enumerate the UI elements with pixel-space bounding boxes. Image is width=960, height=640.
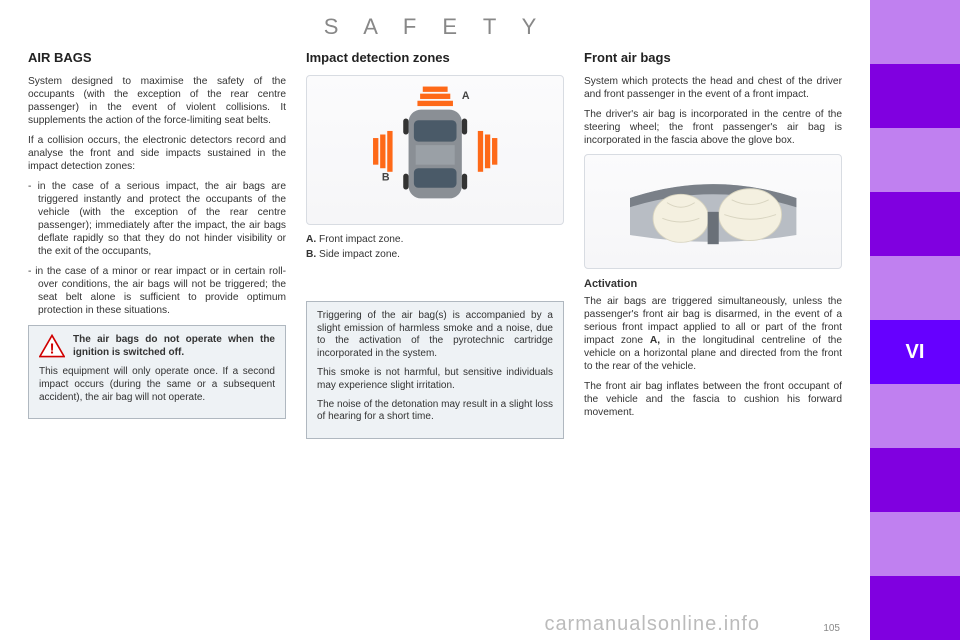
warning-box: ! The air bags do not operate when the i… — [28, 325, 286, 419]
tab-8 — [870, 448, 960, 512]
tab-4 — [870, 192, 960, 256]
info-box: Triggering of the air bag(s) is accompan… — [306, 301, 564, 439]
tab-active: VI — [870, 320, 960, 384]
airbags-case-minor: - in the case of a minor or rear impact … — [28, 265, 286, 317]
activation-p3b: A, — [650, 335, 660, 346]
column-middle: Impact detection zones A — [306, 50, 564, 439]
svg-text:A: A — [462, 90, 470, 102]
legend-a-text: Front impact zone. — [319, 234, 403, 245]
svg-text:B: B — [382, 172, 390, 184]
column-right: Front air bags System which protects the… — [584, 50, 842, 439]
tab-3 — [870, 128, 960, 192]
column-left: AIR BAGS System designed to maximise the… — [28, 50, 286, 439]
airbags-heading: AIR BAGS — [28, 50, 286, 67]
activation-text: The air bags are triggered simultaneousl… — [584, 295, 842, 373]
info-p1: Triggering of the air bag(s) is accompan… — [317, 310, 553, 361]
warning-rest-text: This equipment will only operate once. I… — [39, 366, 275, 404]
warning-bold-text: The air bags do not operate when the ign… — [73, 334, 275, 360]
document-page: S A F E T Y AIR BAGS System designed to … — [0, 0, 870, 640]
warning-icon: ! — [39, 334, 65, 358]
page-title: S A F E T Y — [28, 14, 842, 40]
activation-subheading: Activation — [584, 277, 842, 291]
side-tabs: VI — [870, 0, 960, 640]
legend-b-text: Side impact zone. — [319, 249, 400, 260]
legend-a-label: A. — [306, 234, 316, 245]
watermark: carmanualsonline.info — [544, 613, 760, 636]
activation-p4: The front air bag inflates between the f… — [584, 380, 842, 419]
front-airbags-p2: The driver's air bag is incorporated in … — [584, 108, 842, 147]
svg-text:!: ! — [50, 342, 55, 358]
airbags-detectors: If a collision occurs, the electronic de… — [28, 134, 286, 173]
impact-zones-figure: A B — [306, 75, 564, 225]
front-airbags-heading: Front air bags — [584, 50, 842, 67]
info-p2: This smoke is not harmful, but sensitive… — [317, 367, 553, 393]
legend-b-label: B. — [306, 249, 316, 260]
legend-a: A. Front impact zone. — [306, 233, 564, 246]
warning-bold: The air bags do not operate when the ign… — [73, 334, 275, 358]
tab-2 — [870, 64, 960, 128]
tab-active-label: VI — [906, 341, 925, 364]
airbags-intro: System designed to maximise the safety o… — [28, 75, 286, 127]
tab-9 — [870, 512, 960, 576]
legend-b: B. Side impact zone. — [306, 248, 564, 261]
content-columns: AIR BAGS System designed to maximise the… — [28, 50, 842, 439]
tab-5 — [870, 256, 960, 320]
tab-10 — [870, 576, 960, 640]
impact-zones-heading: Impact detection zones — [306, 50, 564, 67]
front-airbags-p1: System which protects the head and chest… — [584, 75, 842, 101]
airbags-case-serious: - in the case of a serious impact, the a… — [28, 180, 286, 258]
info-p3: The noise of the detonation may result i… — [317, 399, 553, 425]
front-airbags-figure — [584, 154, 842, 269]
page-number: 105 — [823, 623, 840, 634]
tab-7 — [870, 384, 960, 448]
tab-1 — [870, 0, 960, 64]
